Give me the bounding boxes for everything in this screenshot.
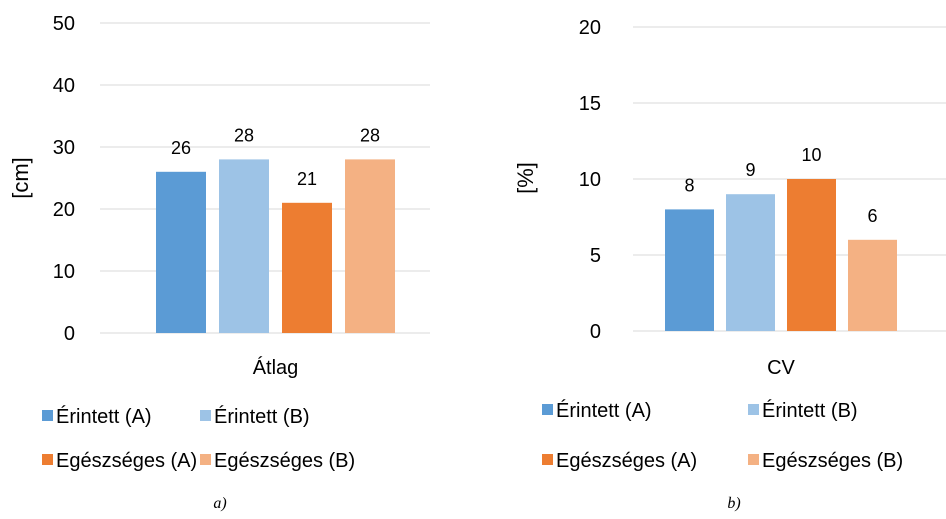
y-tick-label: 0 [590,321,601,343]
data-label: 28 [234,125,254,145]
y-tick-label: 5 [590,245,601,267]
x-category-label: Átlag [253,356,299,379]
legend-label: Egészséges (B) [214,450,355,472]
data-label: 9 [745,160,755,180]
y-tick-label: 50 [53,13,75,35]
y-tick-label: 40 [53,75,75,97]
bar [345,159,395,333]
bar [219,159,269,333]
data-label: 28 [360,125,380,145]
bar [665,209,714,331]
y-tick-label: 30 [53,137,75,159]
y-tick-label: 10 [53,261,75,283]
legend-swatch [200,410,211,421]
y-axis-label: [cm] [8,157,33,199]
legend-label: Érintett (A) [556,399,652,422]
data-label: 26 [171,138,191,158]
legend-swatch [542,404,553,415]
bar [726,194,775,331]
legend-label: Egészséges (B) [762,450,903,472]
data-label: 6 [867,206,877,226]
legend-label: Érintett (B) [762,399,858,422]
legend-swatch [542,454,553,465]
y-tick-label: 10 [579,169,601,191]
y-axis-label: [%] [513,162,538,194]
legend-swatch [748,404,759,415]
x-category-label: CV [767,357,795,379]
bar [848,239,897,331]
panel-caption: b) [727,495,740,512]
legend-label: Egészséges (A) [56,450,197,472]
bar [787,179,836,331]
legend-label: Érintett (B) [214,405,310,428]
legend-label: Érintett (A) [56,405,152,428]
legend-swatch [200,454,211,465]
legend-swatch [42,410,53,421]
bar [282,202,332,333]
data-label: 21 [297,169,317,189]
panel-caption: a) [213,495,226,512]
bar [156,171,206,333]
data-label: 10 [801,145,821,165]
legend-swatch [748,454,759,465]
y-tick-label: 15 [579,93,601,115]
y-tick-label: 0 [64,323,75,345]
data-label: 8 [684,175,694,195]
chart-panel-b: 0 5 10 15 20 [%] 8 9 10 6 CV Érintett (A) Érintett (… [513,17,946,512]
legend-swatch [42,454,53,465]
legend-label: Egészséges (A) [556,450,697,472]
y-tick-label: 20 [53,199,75,221]
y-tick-label: 20 [579,17,601,39]
chart-panel-a: 0 10 20 30 40 50 [cm] 26 28 21 28 Átlag Érintett (A)… [8,13,430,512]
